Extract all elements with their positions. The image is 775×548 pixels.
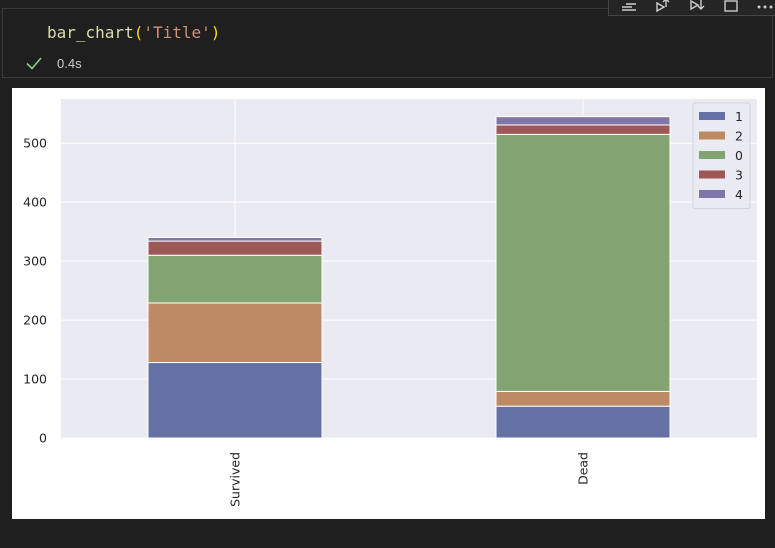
legend-label-0: 0: [735, 148, 743, 163]
y-tick-label: 0: [39, 431, 47, 446]
check-icon: [26, 57, 42, 70]
execution-time: 0.4s: [57, 55, 82, 71]
execute-above-button[interactable]: [653, 0, 673, 14]
bar-survived-series-3: [147, 240, 323, 256]
execution-status: 0.4s: [25, 54, 82, 72]
execute-above-icon: [656, 0, 670, 13]
legend-label-2: 2: [735, 129, 743, 144]
bar-dead-series-1: [495, 405, 671, 439]
code-open-paren: (: [133, 23, 144, 42]
y-tick-label: 400: [23, 195, 47, 210]
run-by-line-icon: [622, 3, 636, 11]
execute-below-icon: [690, 0, 705, 11]
legend-swatch-1: [699, 112, 725, 120]
legend-label-1: 1: [735, 109, 743, 124]
split-cell-icon: [724, 0, 738, 12]
cell-toolbar: [608, 0, 775, 16]
legend-swatch-4: [699, 190, 725, 198]
bar-dead-series-3: [495, 124, 671, 135]
y-tick-label: 100: [23, 372, 47, 387]
y-tick-label: 200: [23, 313, 47, 328]
more-button[interactable]: [755, 0, 775, 14]
bar-survived-series-0: [147, 254, 323, 304]
run-by-line-button[interactable]: [619, 0, 639, 14]
y-tick-label: 300: [23, 254, 47, 269]
legend-swatch-0: [699, 151, 725, 159]
legend-label-4: 4: [735, 187, 743, 202]
bar-dead-series-0: [495, 133, 671, 392]
code-function-name: bar_chart: [47, 23, 134, 42]
bar-survived-series-2: [147, 302, 323, 364]
bar-dead-series-4: [495, 116, 671, 126]
legend-label-3: 3: [735, 168, 743, 183]
x-tick-label: Survived: [228, 452, 243, 507]
execute-below-button[interactable]: [687, 0, 707, 14]
legend: 1 2 0 3 4: [692, 102, 751, 209]
x-tick-label: Dead: [576, 452, 591, 485]
split-cell-button[interactable]: [721, 0, 741, 14]
code-close-paren: ): [210, 23, 221, 42]
stacked-bar-chart: 0 100 200 300 400 500 Survived Dead 1 2 0 3 4: [23, 99, 757, 507]
bar-dead-series-2: [495, 390, 671, 407]
more-icon: [757, 5, 773, 9]
code-string-arg: 'Title': [143, 23, 211, 42]
legend-swatch-2: [699, 131, 725, 140]
code-line[interactable]: bar_chart('Title'): [47, 23, 220, 42]
bar-survived-series-4: [147, 237, 323, 242]
bar-survived-series-1: [147, 362, 323, 439]
code-cell[interactable]: bar_chart('Title') 0.4s: [2, 8, 773, 78]
y-tick-label: 500: [23, 136, 47, 151]
legend-swatch-3: [699, 170, 725, 179]
cell-output: 0 100 200 300 400 500 Survived Dead 1 2 0 3 4: [12, 88, 765, 519]
